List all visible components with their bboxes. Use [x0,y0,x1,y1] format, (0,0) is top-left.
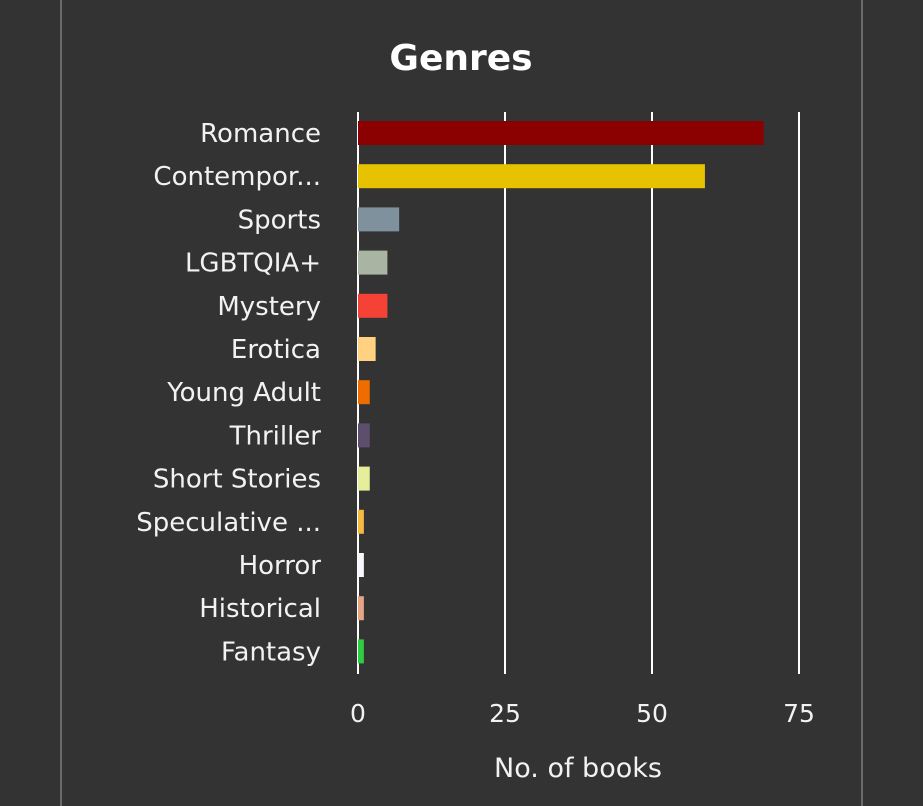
x-tick-labels: 0 25 50 75 [350,699,815,728]
bar-historical[interactable] [358,596,364,621]
bar-young-adult[interactable] [358,380,370,405]
panel-right-border [861,0,863,806]
category-label: Sports [238,205,321,235]
category-label: Short Stories [153,465,321,495]
bar-short-stories[interactable] [358,466,370,491]
chart-title: Genres [389,38,532,79]
bar-speculative[interactable] [358,509,364,534]
category-label: Fantasy [221,637,321,667]
bar-erotica[interactable] [358,337,376,361]
category-label: Mystery [217,292,321,322]
category-label: Contempor... [153,162,321,192]
category-label: Romance [200,119,321,149]
x-tick-label: 75 [783,699,815,728]
bar-mystery[interactable] [358,293,388,318]
panel-left-border [60,0,62,806]
category-label: Young Adult [166,378,321,408]
x-tick-label: 25 [489,699,521,728]
category-labels: Romance Contempor... Sports LGBTQIA+ Mystery… [136,119,321,667]
gridlines [357,112,800,674]
bar-thriller[interactable] [358,423,370,448]
bar-contempor[interactable] [358,164,705,189]
x-tick-label: 50 [636,699,668,728]
category-label: Thriller [229,421,322,451]
category-label: Erotica [231,335,321,365]
bar-romance[interactable] [358,121,764,145]
category-label: Historical [199,594,321,624]
category-label: Horror [239,551,322,581]
bar-lgbtqia[interactable] [358,250,388,275]
bars [358,121,764,664]
x-axis-title: No. of books [494,753,662,784]
bar-sports[interactable] [358,207,400,232]
category-label: LGBTQIA+ [185,249,321,279]
category-label: Speculative ... [136,508,321,538]
bar-horror[interactable] [358,553,364,577]
x-tick-label: 0 [350,699,366,728]
bar-fantasy[interactable] [358,639,364,664]
